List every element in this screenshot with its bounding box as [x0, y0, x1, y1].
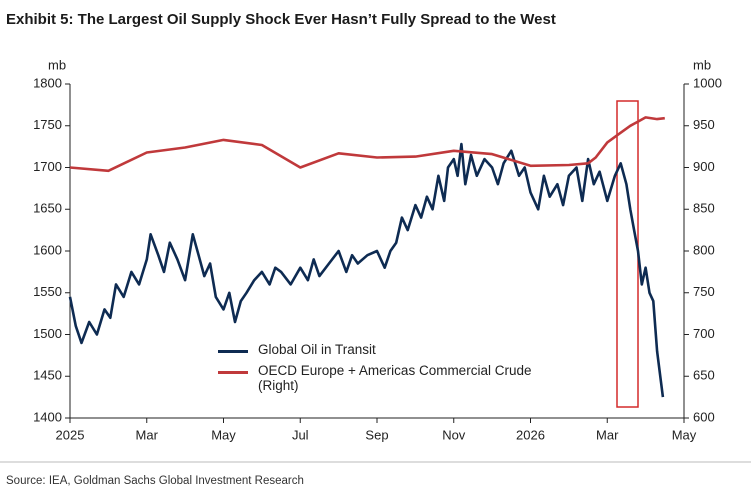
- legend-label: OECD Europe + Americas Commercial Crude …: [258, 363, 532, 393]
- y2-tick-label: 650: [693, 368, 715, 383]
- x-tick-label: 2025: [56, 427, 85, 442]
- y-tick-label: 1550: [33, 284, 62, 299]
- y-tick-label: 1600: [33, 242, 62, 257]
- y-tick-label: 1700: [33, 159, 62, 174]
- x-tick-label: Nov: [442, 427, 466, 442]
- y-tick-label: 1500: [33, 326, 62, 341]
- legend-item: Global Oil in Transit: [218, 342, 548, 357]
- y2-tick-label: 700: [693, 326, 715, 341]
- x-tick-label: May: [211, 427, 236, 442]
- y2-tick-label: 600: [693, 409, 715, 424]
- y-tick-label: 1400: [33, 409, 62, 424]
- y2-tick-label: 950: [693, 117, 715, 132]
- x-tick-label: May: [672, 427, 697, 442]
- legend-item: OECD Europe + Americas Commercial Crude …: [218, 363, 548, 393]
- y-tick-label: 1650: [33, 201, 62, 216]
- y2-tick-label: 850: [693, 201, 715, 216]
- y2-tick-label: 800: [693, 242, 715, 257]
- x-tick-label: 2026: [516, 427, 545, 442]
- legend: Global Oil in Transit OECD Europe + Ameri…: [218, 342, 548, 399]
- x-tick-label: Sep: [365, 427, 388, 442]
- series-line: [69, 116, 665, 173]
- source: Source: IEA, Goldman Sachs Global Invest…: [6, 475, 304, 487]
- y2-tick-label: 750: [693, 284, 715, 299]
- chart-title: Exhibit 5: The Largest Oil Supply Shock …: [6, 11, 556, 28]
- x-tick-label: Jul: [292, 427, 309, 442]
- highlight-box: [616, 100, 639, 408]
- y-tick-label: 1450: [33, 368, 62, 383]
- y2-axis-unit: mb: [693, 57, 711, 72]
- y-tick-label: 1800: [33, 75, 62, 90]
- legend-swatch: [218, 350, 248, 353]
- x-tick-label: Mar: [596, 427, 619, 442]
- legend-label: Global Oil in Transit: [258, 342, 376, 357]
- legend-swatch: [218, 371, 248, 374]
- y-axis-unit: mb: [48, 57, 66, 72]
- y2-tick-label: 1000: [693, 75, 722, 90]
- y-tick-label: 1750: [33, 117, 62, 132]
- x-tick-label: Mar: [136, 427, 159, 442]
- series-line: [68, 142, 665, 398]
- y2-tick-label: 900: [693, 159, 715, 174]
